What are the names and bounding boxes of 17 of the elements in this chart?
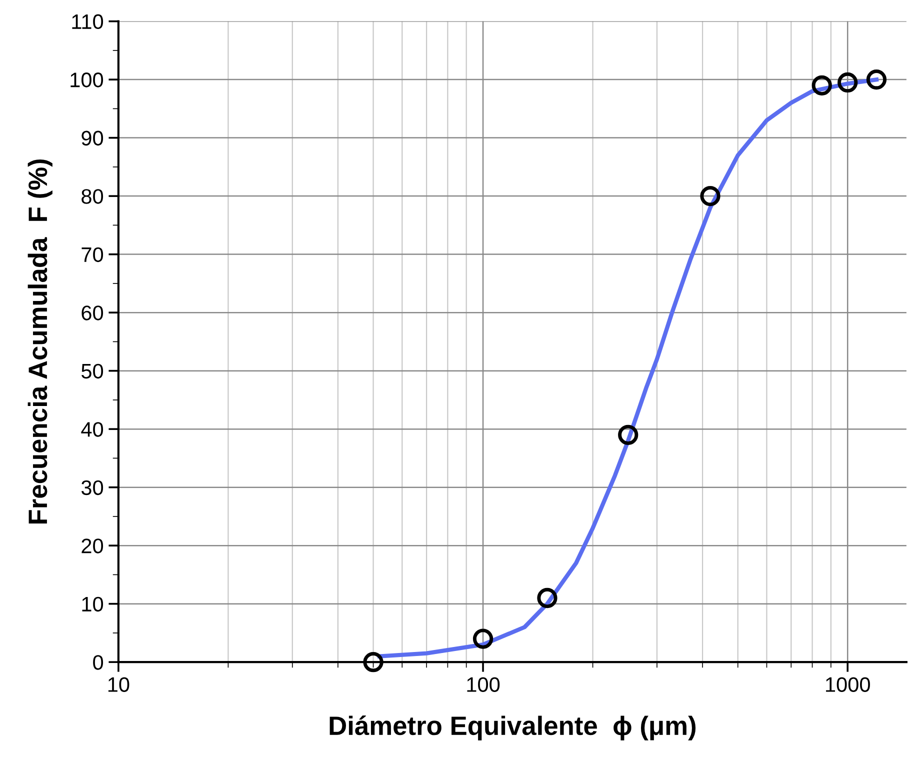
y-tick-label: 20 (82, 538, 104, 554)
y-axis-title: Frecuencia Acumulada F (%) (28, 159, 52, 524)
x-tick-label: 10 (108, 677, 130, 692)
y-tick-label: 90 (82, 130, 104, 146)
x-axis-title: Diámetro Equivalente ϕ (μm) (330, 716, 696, 740)
y-tick-label: 60 (82, 306, 104, 320)
y-tick-label: 10 (82, 596, 104, 612)
x-tick-label: 1000 (826, 677, 870, 692)
y-tick-label: 30 (81, 480, 104, 496)
y-tick-label: 80 (82, 189, 104, 204)
y-tick-label: 100 (70, 72, 104, 88)
y-tick-label: 110 (72, 14, 104, 30)
y-tick-label: 40 (81, 422, 104, 437)
y-tick-label: 0 (93, 655, 104, 670)
x-tick-label: 100 (467, 677, 500, 692)
y-tick-label: 70 (82, 247, 104, 262)
y-tick-label: 50 (82, 364, 104, 379)
